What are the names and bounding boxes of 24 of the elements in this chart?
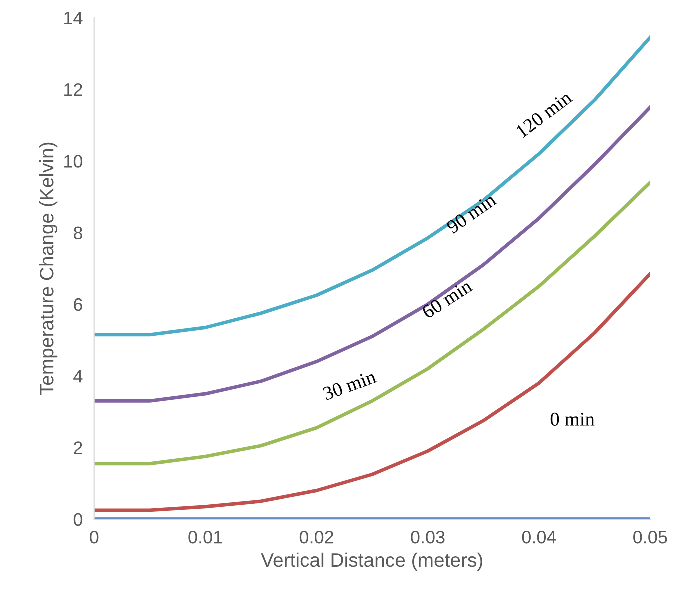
x-tick-label: 0.03 xyxy=(411,530,445,544)
annotation: 60 min xyxy=(421,279,474,320)
y-tick-label: 0 xyxy=(74,513,83,526)
x-tick-label: 0.02 xyxy=(300,530,334,544)
y-tick-label: 10 xyxy=(64,155,83,168)
x-tick-label: 0 xyxy=(90,530,99,544)
annotation: 30 min xyxy=(322,370,378,401)
y-tick-label: 14 xyxy=(64,12,83,24)
annotation: 120 min xyxy=(515,90,574,138)
x-tick-label: 0.01 xyxy=(188,530,222,544)
annotation: 0 min xyxy=(550,412,595,426)
y-tick-label: 6 xyxy=(74,298,82,312)
y-tick-label: 12 xyxy=(64,83,82,96)
line-series xyxy=(94,272,650,512)
x-tick-label: 0.05 xyxy=(634,530,668,544)
line-series xyxy=(94,36,650,337)
x-axis-title: Vertical Distance (meters) xyxy=(261,552,482,572)
y-axis-title: Temperature Change (Kelvin) xyxy=(39,142,58,396)
y-tick-label: 8 xyxy=(74,226,82,240)
y-tick-label: 4 xyxy=(74,370,83,383)
annotation: 90 min xyxy=(446,192,498,234)
line-series xyxy=(94,180,650,466)
y-tick-label: 2 xyxy=(74,442,82,454)
x-tick-label: 0.04 xyxy=(522,530,556,544)
